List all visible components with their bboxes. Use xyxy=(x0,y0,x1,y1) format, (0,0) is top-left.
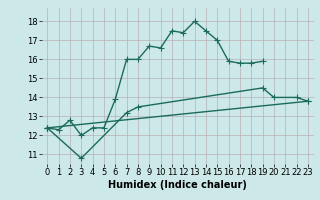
X-axis label: Humidex (Indice chaleur): Humidex (Indice chaleur) xyxy=(108,180,247,190)
